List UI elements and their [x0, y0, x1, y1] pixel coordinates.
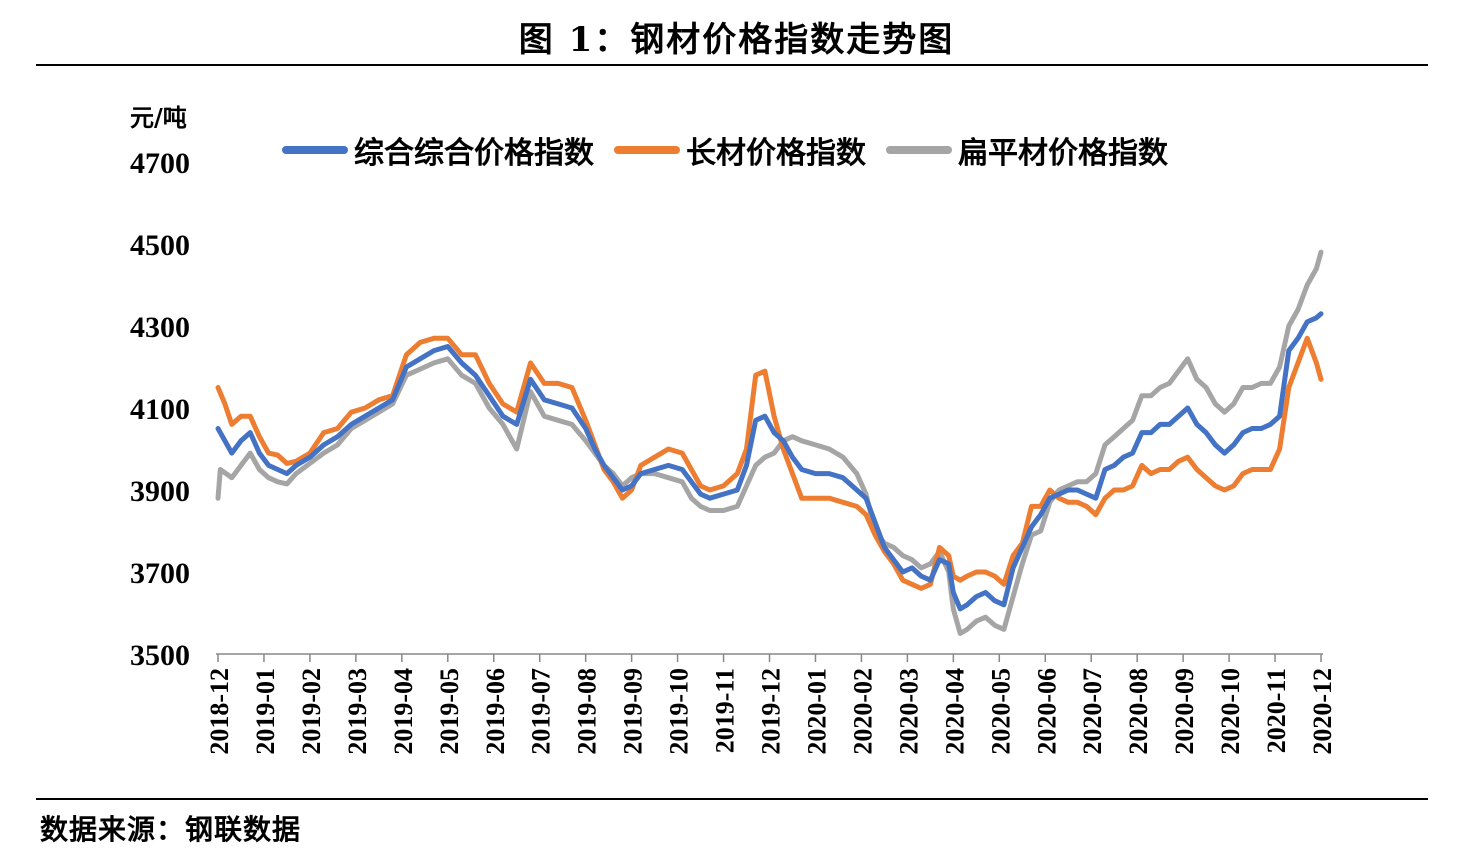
y-tick-label: 4700 [130, 147, 190, 180]
x-tick-label: 2020-01 [802, 668, 831, 755]
y-tick-label: 3900 [130, 475, 190, 508]
legend-item-flat: 扁平材价格指数 [886, 128, 1168, 172]
x-tick-label: 2019-01 [251, 668, 280, 755]
y-tick-label: 4100 [130, 393, 190, 426]
x-tick-label: 2019-10 [665, 668, 694, 755]
x-axis: 2018-12 2019-01 2019-02 2019-03 2019-04 2019-… [205, 654, 1337, 755]
legend-label-long: 长材价格指数 [686, 136, 866, 171]
y-tick-label: 3500 [130, 639, 190, 672]
legend: 综合综合价格指数 长材价格指数 扁平材价格指数 [282, 128, 1188, 172]
x-tick-label: 2019-05 [435, 668, 464, 755]
series-line-2 [215, 249, 1324, 636]
y-axis: 3500 3700 3900 4100 4300 4500 4700 [130, 147, 1323, 672]
y-axis-unit-label: 元/吨 [130, 103, 187, 132]
x-tick-label: 2020-10 [1216, 668, 1245, 755]
x-tick-label: 2020-04 [940, 668, 969, 755]
x-tick-label: 2020-08 [1124, 668, 1153, 755]
x-tick-label: 2020-05 [986, 668, 1015, 755]
x-tick-label: 2019-04 [389, 668, 418, 755]
x-tick-label: 2020-09 [1170, 668, 1199, 755]
x-tick-label: 2019-02 [297, 668, 326, 755]
x-tick-label: 2019-06 [481, 668, 510, 755]
title-divider [36, 64, 1428, 66]
legend-swatch-flat [886, 146, 952, 154]
series-line-0 [215, 311, 1324, 612]
y-tick-label: 3700 [130, 557, 190, 590]
x-tick-label: 2019-07 [527, 668, 556, 755]
y-tick-label: 4300 [130, 311, 190, 344]
x-tick-label: 2020-06 [1032, 668, 1061, 755]
x-tick-label: 2020-11 [1262, 668, 1291, 753]
x-tick-label: 2019-03 [343, 668, 372, 755]
x-tick-label: 2019-08 [573, 668, 602, 755]
legend-swatch-composite [282, 146, 348, 154]
x-tick-label: 2019-11 [711, 668, 740, 753]
series-lines [215, 249, 1324, 636]
x-tick-label: 2020-03 [894, 668, 923, 755]
x-tick-label: 2020-12 [1308, 668, 1337, 755]
source-divider [36, 798, 1428, 800]
x-tick-label: 2019-12 [757, 668, 786, 755]
y-tick-label: 4500 [130, 229, 190, 262]
x-tick-label: 2018-12 [205, 668, 234, 755]
x-tick-label: 2019-09 [619, 668, 648, 755]
legend-item-composite: 综合综合价格指数 [282, 128, 594, 172]
x-tick-label: 2020-02 [848, 668, 877, 755]
line-chart: 3500 3700 3900 4100 4300 4500 4700 2018-12 2019… [130, 147, 1337, 755]
series-line-1 [215, 335, 1324, 591]
legend-label-composite: 综合综合价格指数 [354, 136, 594, 171]
legend-swatch-long [614, 146, 680, 154]
source-note: 数据来源：钢联数据 [40, 813, 302, 846]
x-tick-label: 2020-07 [1078, 668, 1107, 755]
legend-label-flat: 扁平材价格指数 [958, 136, 1168, 171]
legend-item-long: 长材价格指数 [614, 128, 866, 172]
chart-title: 图 1：钢材价格指数走势图 [518, 20, 955, 60]
